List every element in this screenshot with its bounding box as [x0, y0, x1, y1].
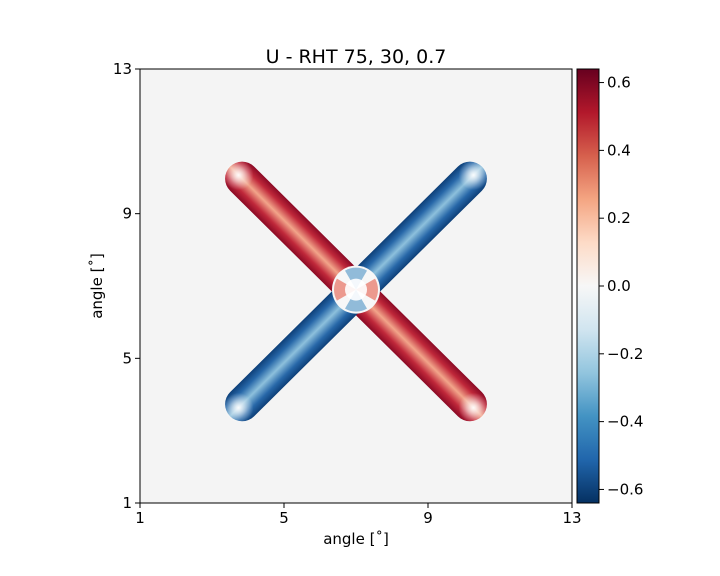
colorbar-tick-label: −0.2 — [607, 345, 643, 363]
intersection — [332, 265, 380, 314]
heatmap-layer — [223, 160, 489, 423]
colorbar — [576, 68, 600, 504]
colorbar-ticks: −0.6 −0.4 −0.2 0.0 0.2 0.4 0.6 — [599, 74, 643, 498]
y-tick-label: 9 — [122, 205, 132, 223]
plot-frame — [139, 68, 573, 504]
diagonal-bar-ascending-cap-start — [223, 392, 254, 423]
colorbar-tick-label: −0.4 — [607, 413, 643, 431]
x-tick-label: 1 — [135, 509, 145, 527]
colorbar-tick-label: 0.2 — [607, 209, 631, 227]
intersection-center — [345, 278, 367, 301]
diagonal-bar-descending-cap-end — [458, 392, 489, 423]
colorbar-tick-label: −0.6 — [607, 480, 643, 498]
x-tick-label: 13 — [562, 509, 581, 527]
x-tick-label: 5 — [279, 509, 289, 527]
diagonal-bar-descending-cap-start — [223, 160, 254, 191]
y-axis-label: angle [˚] — [88, 253, 106, 319]
y-axis-ticks: 1 5 9 13 — [113, 60, 140, 512]
colorbar-tick-label: 0.6 — [607, 74, 631, 92]
y-tick-label: 5 — [122, 349, 132, 367]
diagonal-bar-ascending-cap-end — [458, 160, 489, 191]
x-tick-label: 9 — [423, 509, 433, 527]
colorbar-tick-label: 0.0 — [607, 277, 631, 295]
x-axis-label: angle [˚] — [323, 530, 389, 548]
x-axis-ticks: 1 5 9 13 — [135, 503, 582, 527]
chart-title: U - RHT 75, 30, 0.7 — [266, 46, 447, 68]
colorbar-tick-label: 0.4 — [607, 141, 631, 159]
y-tick-label: 13 — [113, 60, 132, 78]
y-tick-label: 1 — [122, 494, 132, 512]
